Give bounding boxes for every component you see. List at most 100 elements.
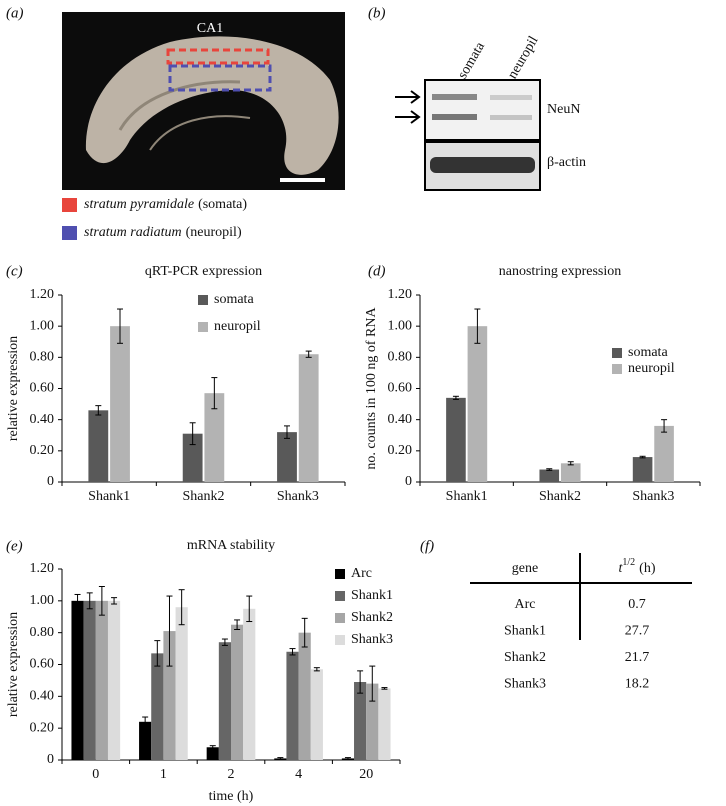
bar: [560, 463, 581, 482]
bar: [175, 607, 188, 760]
y-tick-label: 1.00: [388, 318, 413, 333]
y-tick-label: 0.80: [30, 350, 55, 365]
bar: [632, 457, 653, 482]
error-bar: [546, 468, 553, 471]
x-tick-label: Shank2: [183, 489, 225, 504]
y-axis-label: no. counts in 100 ng of RNA: [364, 307, 379, 470]
panel-label: (a): [6, 5, 24, 21]
table-cell: 0.7: [628, 597, 646, 612]
legend-swatch: [335, 569, 345, 579]
header-sup: 1/2: [622, 557, 635, 568]
error-bar: [301, 617, 308, 648]
legend-label: Shank1: [351, 588, 393, 603]
error-bar: [154, 640, 161, 667]
error-bar: [221, 638, 228, 646]
y-axis-label: relative expression: [6, 336, 21, 441]
error-bar: [189, 422, 196, 446]
region-label: CA1: [197, 21, 223, 36]
bar: [151, 653, 164, 760]
error-bar: [305, 350, 312, 358]
bar: [83, 600, 96, 760]
error-bar: [381, 687, 388, 690]
legend-label: somata: [214, 292, 254, 307]
legend-label: neuropil: [214, 319, 261, 334]
legend-swatch: [612, 364, 622, 374]
x-tick-label: Shank2: [539, 489, 581, 504]
x-tick-label: 4: [295, 767, 302, 782]
panel-label: (d): [368, 263, 386, 279]
x-tick-label: Shank3: [632, 489, 674, 504]
error-bar: [211, 377, 218, 410]
table-cell: Arc: [515, 597, 536, 612]
x-tick-label: 2: [228, 767, 235, 782]
y-axis-label: relative expression: [6, 612, 21, 717]
bar: [366, 683, 379, 760]
panel-label: (f): [420, 538, 434, 554]
bar: [286, 651, 299, 760]
y-tick-label: 0.60: [30, 657, 55, 672]
error-bar: [283, 425, 290, 439]
error-bar: [289, 648, 296, 656]
bar: [277, 432, 297, 482]
bar: [310, 669, 323, 760]
legend-label: Shank2: [351, 610, 393, 625]
error-bar: [234, 619, 241, 630]
legend-label: stratum pyramidale (somata): [84, 197, 247, 212]
header-unit: (h): [639, 561, 656, 576]
y-tick-label: 1.00: [30, 318, 55, 333]
legend-note: (somata): [198, 197, 247, 212]
table-cell: Shank3: [504, 677, 546, 692]
legend-name: stratum pyramidale: [84, 197, 194, 212]
legend-swatch: [335, 591, 345, 601]
legend-name: stratum radiatum: [84, 225, 182, 240]
legend-swatch: [335, 613, 345, 623]
error-bar: [178, 589, 185, 626]
table-cell: 18.2: [625, 677, 650, 692]
y-tick-label: 0.60: [388, 381, 413, 396]
legend-swatch: [62, 226, 77, 240]
chart-title: mRNA stability: [187, 538, 275, 553]
error-bar: [369, 665, 376, 702]
legend-label: neuropil: [628, 361, 675, 376]
legend-label: Arc: [351, 566, 372, 581]
error-bar: [452, 395, 459, 400]
error-bar: [74, 593, 81, 608]
legend-label: somata: [628, 345, 668, 360]
lane-label: neuropil: [505, 34, 541, 82]
bar: [206, 747, 219, 760]
x-tick-label: Shank1: [446, 489, 488, 504]
y-tick-label: 0.20: [30, 443, 55, 458]
bar: [354, 682, 367, 760]
table-cell: Shank1: [504, 624, 546, 639]
band-label: β-actin: [547, 155, 586, 170]
error-bar: [86, 592, 93, 610]
western-blot: [395, 79, 541, 191]
bar: [539, 469, 560, 482]
legend-swatch: [612, 348, 622, 358]
bar: [298, 632, 311, 760]
x-axis-label: time (h): [209, 789, 254, 804]
band-label: NeuN: [547, 102, 580, 117]
bar: [95, 600, 108, 760]
legend-swatch: [62, 198, 77, 212]
error-bar: [661, 419, 668, 433]
bar: [378, 688, 391, 760]
bar: [182, 433, 203, 482]
error-bar: [117, 308, 124, 344]
x-tick-label: Shank3: [277, 489, 319, 504]
bar: [218, 642, 231, 760]
error-bar: [142, 716, 149, 728]
x-tick-label: 20: [359, 767, 373, 782]
y-tick-label: 0.40: [30, 689, 55, 704]
lane-label: somata: [455, 39, 488, 82]
bar: [654, 425, 674, 482]
error-bar: [357, 670, 364, 694]
table-cell: Shank2: [504, 650, 546, 665]
bar: [204, 393, 225, 482]
error-bar: [313, 667, 320, 672]
legend-note: (neuropil): [186, 225, 242, 240]
y-tick-label: 0.20: [388, 443, 413, 458]
chart-title: qRT-PCR expression: [145, 264, 262, 279]
legend-swatch: [198, 322, 208, 332]
error-bar: [111, 597, 118, 605]
